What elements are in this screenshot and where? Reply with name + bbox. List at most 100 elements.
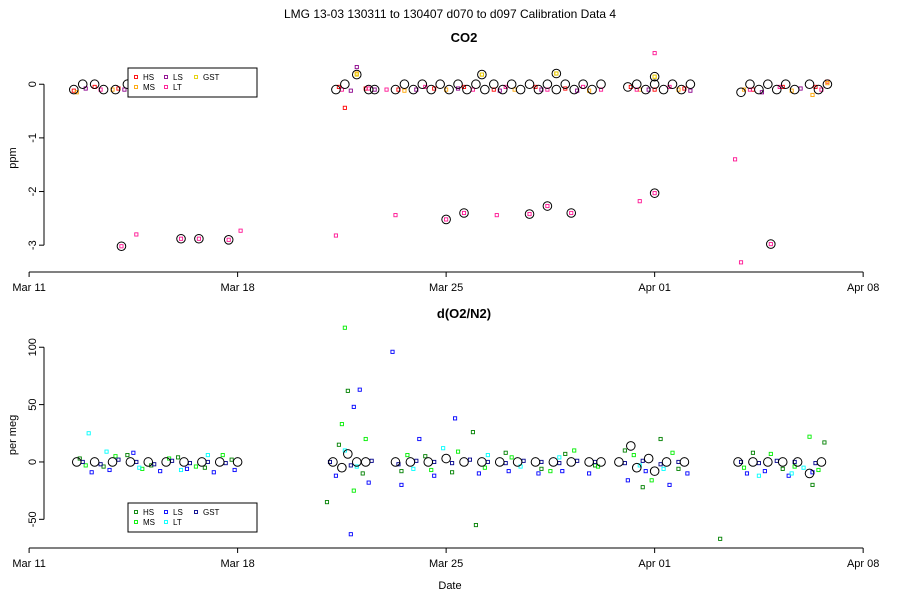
o2n2-mean-circle <box>614 457 624 467</box>
o2n2-mean-circle <box>804 468 815 479</box>
o2n2-point-hs <box>780 466 785 471</box>
o2n2-mean-circle <box>441 453 451 464</box>
o2n2-mean-circle <box>343 449 353 459</box>
co2-point-lt <box>738 260 744 265</box>
co2-point-lt <box>652 51 657 56</box>
o2n2-point-ls <box>786 473 791 478</box>
o2n2-point-lt <box>441 446 446 451</box>
o2n2-point-gst <box>187 461 193 466</box>
o2n2-x-tick-label: Mar 25 <box>429 558 463 570</box>
o2n2-point-ms <box>363 436 368 442</box>
o2n2-point-gst <box>575 458 580 463</box>
o2n2-point-ls <box>399 482 404 487</box>
co2-mean-circle <box>533 84 544 95</box>
co2-mean-circle <box>649 71 660 82</box>
co2-mean-circle <box>369 84 380 95</box>
co2-legend-swatch <box>134 75 138 79</box>
co2-point-ms <box>74 90 79 95</box>
co2-mean-circle <box>363 84 374 95</box>
co2-legend-label: HS <box>143 73 154 82</box>
o2n2-legend-swatch <box>134 520 138 524</box>
co2-x-tick-label: Mar 18 <box>220 282 254 294</box>
co2-mean-circle <box>524 79 535 90</box>
o2n2-point-gst <box>622 461 627 466</box>
co2-mean-circle <box>444 84 454 95</box>
o2n2-point-ls <box>390 349 395 354</box>
o2n2-point-ms <box>167 456 172 461</box>
o2n2-point-gst <box>593 459 598 465</box>
o2n2-point-lt <box>756 473 761 478</box>
o2n2-point-gst <box>450 461 455 466</box>
co2-mean-circle <box>551 68 562 79</box>
o2n2-point-ls <box>333 473 338 478</box>
co2-point-ls <box>688 88 693 93</box>
o2n2-point-lt <box>637 463 642 468</box>
co2-point-lt <box>598 87 604 92</box>
o2n2-y-tick-label: 50 <box>27 398 39 410</box>
o2n2-point-ls <box>158 469 163 474</box>
o2n2-point-hs <box>539 466 544 471</box>
o2n2-point-gst <box>467 457 473 462</box>
co2-point-lt <box>503 84 508 89</box>
o2n2-mean-circle <box>197 457 207 467</box>
o2n2-point-hs <box>336 442 341 447</box>
co2-mean-circle <box>331 84 341 95</box>
co2-point-ls <box>798 86 803 91</box>
o2n2-point-gst <box>640 458 645 463</box>
co2-mean-circle <box>462 84 472 95</box>
o2n2-point-ms <box>455 449 461 454</box>
co2-point-lt <box>652 191 657 196</box>
co2-mean-circle <box>524 209 535 219</box>
o2n2-point-ls <box>453 416 458 421</box>
co2-mean-circle <box>640 84 651 95</box>
co2-point-lt <box>461 210 467 216</box>
o2n2-panel: d(O2/N2) Mar 11 Mar 18 Mar 25 Apr 01 Apr 08 10… <box>7 306 879 570</box>
o2n2-mean-circle <box>643 453 654 464</box>
co2-point-ls <box>122 87 127 92</box>
o2n2-legend-box <box>127 502 258 533</box>
co2-point-ls <box>348 88 353 93</box>
o2n2-point-hs <box>229 457 234 462</box>
co2-mean-circle <box>578 79 588 90</box>
o2n2-point-ms <box>193 464 198 469</box>
co2-mean-circle <box>736 87 746 98</box>
o2n2-point-ms <box>351 488 356 493</box>
co2-mean-circle <box>766 239 776 249</box>
o2n2-y-tick-label: 100 <box>27 338 39 356</box>
o2n2-point-ms <box>548 469 553 474</box>
co2-legend-label: MS <box>143 83 155 92</box>
o2n2-point-ls <box>536 471 541 476</box>
o2n2-mean-circle <box>214 457 225 467</box>
o2n2-point-hs <box>473 523 478 528</box>
o2n2-point-gst <box>348 463 353 468</box>
co2-mean-circle <box>560 79 571 90</box>
co2-point-lt <box>777 84 782 89</box>
co2-mean-circle <box>399 79 410 90</box>
o2n2-point-hs <box>324 500 330 505</box>
co2-point-lt <box>545 203 550 209</box>
co2-point-lt <box>545 87 550 92</box>
co2-legend-swatch <box>164 85 168 89</box>
co2-y-tick-label: -3 <box>27 240 39 250</box>
co2-point-ms <box>825 81 830 86</box>
o2n2-point-gst <box>432 459 437 465</box>
co2-y-tick-label: -1 <box>27 133 39 143</box>
o2n2-point-lt <box>411 466 416 471</box>
co2-point-hs <box>336 84 341 89</box>
co2-point-lt <box>384 87 389 92</box>
o2n2-point-ms <box>405 453 410 458</box>
co2-mean-circle <box>176 233 186 244</box>
o2n2-mean-circle <box>548 457 559 467</box>
co2-legend-label: LT <box>173 83 182 92</box>
co2-mean-circle <box>676 84 687 95</box>
x-axis-label: Date <box>438 580 461 592</box>
o2n2-point-gst <box>116 457 121 462</box>
co2-mean-circle <box>569 84 580 95</box>
o2n2-point-ls <box>587 471 592 476</box>
o2n2-point-lt <box>801 465 806 470</box>
o2n2-x-tick-label: Apr 01 <box>638 558 670 570</box>
o2n2-point-ls <box>643 469 648 474</box>
o2n2-point-lt <box>205 453 210 458</box>
o2n2-point-ls <box>211 470 216 475</box>
o2n2-point-hs <box>175 455 181 460</box>
